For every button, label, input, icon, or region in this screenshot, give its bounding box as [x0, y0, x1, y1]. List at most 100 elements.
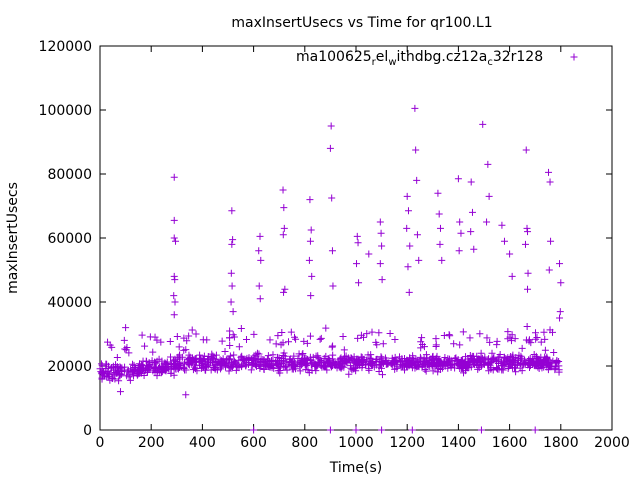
data-point-outlier	[306, 196, 314, 204]
data-point-outlier	[547, 237, 555, 245]
data-point-outlier	[307, 226, 315, 234]
data-point	[235, 356, 243, 364]
data-point	[313, 362, 321, 370]
data-point-outlier	[483, 218, 491, 226]
data-point-outlier	[479, 120, 487, 128]
data-point	[180, 365, 188, 373]
data-point	[353, 361, 361, 369]
data-point	[171, 355, 179, 363]
data-point	[386, 329, 394, 337]
data-point	[251, 361, 259, 369]
data-point	[188, 326, 196, 334]
data-point	[553, 358, 561, 366]
data-point	[555, 362, 563, 370]
data-point	[163, 361, 171, 369]
data-point-outlier	[506, 250, 514, 258]
data-point	[216, 360, 224, 368]
data-point-outlier	[545, 168, 553, 176]
data-point	[316, 335, 324, 343]
data-point	[533, 333, 541, 341]
data-point	[396, 353, 404, 361]
data-point-outlier	[412, 146, 420, 154]
legend-marker	[570, 53, 578, 61]
data-point	[329, 362, 337, 370]
data-point-outlier	[404, 207, 412, 215]
data-point-outlier	[508, 272, 516, 280]
data-point	[367, 351, 375, 359]
data-point-outlier	[172, 237, 180, 245]
data-point-outlier	[280, 288, 288, 296]
data-point	[463, 363, 471, 371]
data-point	[276, 357, 284, 365]
data-point	[388, 361, 396, 369]
data-point-outlier	[255, 247, 263, 255]
data-point	[286, 355, 294, 363]
data-point	[316, 358, 324, 366]
legend: ma100625relwithdbg.cz12ac32r128	[296, 49, 578, 68]
data-point	[541, 356, 549, 364]
data-point-outlier	[556, 260, 564, 268]
data-point	[277, 341, 285, 349]
data-point	[540, 328, 548, 336]
data-point	[347, 364, 355, 372]
data-point	[287, 328, 295, 336]
data-point	[300, 337, 308, 345]
data-point	[322, 358, 330, 366]
data-point	[337, 354, 345, 362]
data-point	[507, 337, 515, 345]
data-point	[379, 340, 387, 348]
data-point	[159, 364, 167, 372]
data-point	[253, 349, 261, 357]
legend-label-sub: c	[487, 57, 493, 68]
data-point	[418, 334, 426, 342]
axes: 0 200 400 600 800 1000 1200 1400 1600 1800 2000020…	[39, 39, 630, 451]
legend-label-part: el	[376, 49, 389, 65]
data-point-outlier	[170, 272, 178, 280]
data-point	[136, 360, 144, 368]
x-tick-label: 1200	[389, 435, 425, 451]
data-point	[143, 361, 151, 369]
data-point-outlier	[228, 240, 236, 248]
data-point	[255, 350, 263, 358]
data-point	[434, 359, 442, 367]
data-point	[199, 364, 207, 372]
data-point-outlier	[436, 224, 444, 232]
data-point	[433, 361, 441, 369]
data-point	[493, 337, 501, 345]
data-point	[521, 358, 529, 366]
data-point	[451, 364, 459, 372]
data-point	[354, 334, 362, 342]
data-point-outlier	[228, 282, 236, 290]
data-point	[455, 362, 463, 370]
data-point	[127, 368, 135, 376]
data-point-outlier	[406, 242, 414, 250]
data-point	[368, 328, 376, 336]
data-point-outlier	[457, 229, 465, 237]
data-point	[167, 369, 175, 377]
data-point	[120, 366, 128, 374]
legend-label-sub: r	[372, 57, 377, 68]
y-tick-label: 40000	[47, 295, 92, 311]
data-point	[518, 344, 526, 352]
data-point	[429, 367, 437, 375]
data-point	[145, 363, 153, 371]
data-point	[146, 333, 154, 341]
data-point-outlier	[557, 279, 565, 287]
data-point	[97, 360, 105, 368]
data-point	[459, 357, 467, 365]
data-point	[527, 339, 535, 347]
y-tick-label: 80000	[47, 167, 92, 183]
data-point	[322, 352, 330, 360]
data-point	[167, 353, 174, 361]
data-point	[348, 354, 356, 362]
data-point	[98, 362, 106, 370]
data-point	[378, 371, 386, 379]
data-point	[518, 367, 526, 375]
data-point-outlier	[413, 176, 421, 184]
data-point-outlier	[378, 242, 386, 250]
data-point	[329, 342, 337, 350]
data-point-outlier	[116, 388, 124, 396]
data-point-outlier	[404, 263, 412, 271]
data-point	[115, 377, 123, 385]
